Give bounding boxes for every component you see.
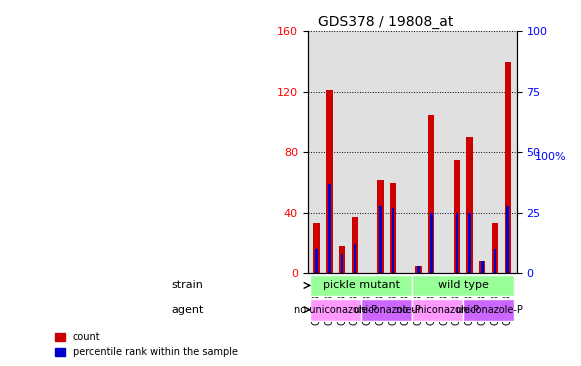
Legend: count, percentile rank within the sample: count, percentile rank within the sample [51,329,242,361]
FancyBboxPatch shape [463,299,514,321]
Bar [456,213,458,273]
Bar [417,266,420,273]
Bar [390,183,396,273]
Text: uniconazole-P: uniconazole-P [353,305,421,315]
FancyBboxPatch shape [361,299,412,321]
Bar [326,90,332,273]
Bar [428,115,435,273]
Bar [379,206,382,273]
Bar [467,137,473,273]
Bar [492,223,498,273]
Bar [504,61,511,273]
FancyBboxPatch shape [310,299,361,321]
Bar [354,244,356,273]
Y-axis label: 100%: 100% [535,152,566,163]
Bar [494,249,496,273]
Bar [430,213,433,273]
Bar [313,223,320,273]
Text: GDS378 / 19808_at: GDS378 / 19808_at [318,15,454,29]
Text: no uniconazole-P: no uniconazole-P [294,305,377,315]
Bar [415,266,422,273]
Bar [339,246,345,273]
Bar [328,184,331,273]
Text: pickle mutant: pickle mutant [322,280,400,291]
Bar [392,208,394,273]
Bar [454,160,460,273]
FancyBboxPatch shape [412,274,514,296]
Bar [341,254,343,273]
Text: wild type: wild type [437,280,489,291]
Text: strain: strain [172,280,204,291]
Bar [352,217,358,273]
Bar [315,249,318,273]
Text: agent: agent [172,305,204,315]
Bar [481,261,483,273]
Bar [507,206,509,273]
FancyBboxPatch shape [310,274,412,296]
Bar [377,180,383,273]
FancyBboxPatch shape [412,299,463,321]
Text: no uniconazole-P: no uniconazole-P [396,305,479,315]
Bar [479,261,486,273]
Bar [468,213,471,273]
Text: uniconazole-P: uniconazole-P [455,305,522,315]
